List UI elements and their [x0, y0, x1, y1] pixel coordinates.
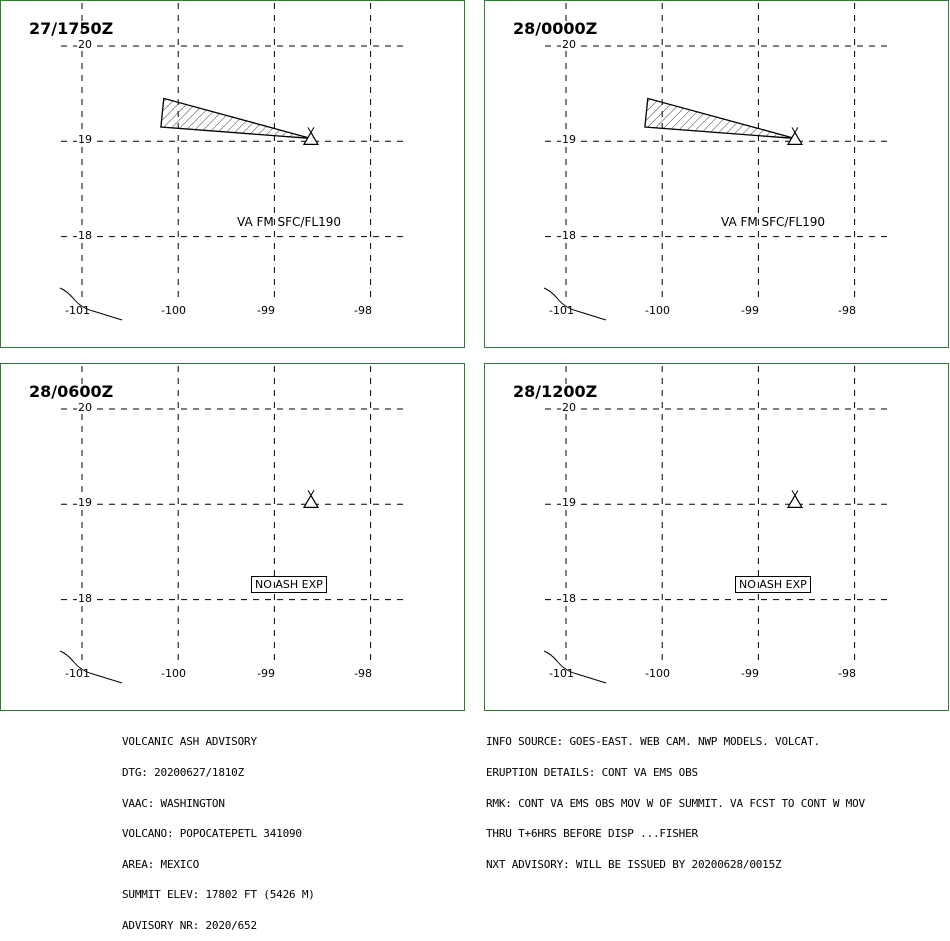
advisory-eruption-details: ERUPTION DETAILS: CONT VA EMS OBS: [486, 766, 698, 779]
lon-label-m100: -100: [161, 667, 186, 680]
lat-label-19: 19: [77, 496, 93, 509]
advisory-next: NXT ADVISORY: WILL BE ISSUED BY 20200628…: [486, 857, 782, 871]
map-canvas: [59, 366, 406, 684]
lon-label-m99: -99: [257, 667, 275, 680]
advisory-details-block: INFO SOURCE: GOES-EAST. WEB CAM. NWP MOD…: [486, 717, 865, 880]
lon-label-m100: -100: [645, 667, 670, 680]
volcano-triangle-icon: [302, 127, 320, 145]
map-panel-2: 28/0000Z 20 19 18 -101 -100 -99 -98 VA F…: [484, 0, 949, 348]
ash-height-note: VA FM SFC/FL190: [721, 215, 825, 229]
lon-label-m101: -101: [65, 667, 90, 680]
advisory-remarks-cont: THRU T+6HRS BEFORE DISP ...FISHER: [486, 827, 698, 841]
lat-label-20: 20: [561, 38, 577, 51]
panel-time-label: 28/1200Z: [513, 382, 598, 401]
lat-label-19: 19: [77, 133, 93, 146]
coastline: [59, 650, 123, 684]
map-panel-4: 28/1200Z 20 19 18 -101 -100 -99 -98 NO A…: [484, 363, 949, 711]
panel-time-label: 28/0000Z: [513, 19, 598, 38]
no-ash-expected-box: NO ASH EXP: [735, 576, 811, 593]
advisory-info-source: INFO SOURCE: GOES-EAST. WEB CAM. NWP MOD…: [486, 735, 820, 749]
lon-label-m99: -99: [741, 304, 759, 317]
lon-label-m100: -100: [645, 304, 670, 317]
coastline: [59, 287, 123, 321]
advisory-remarks: RMK: CONT VA EMS OBS MOV W OF SUMMIT. VA…: [486, 796, 865, 810]
map-panel-3: 28/0600Z 20 19 18 -101 -100 -99 -98 NO A…: [0, 363, 465, 711]
map-canvas: [59, 3, 406, 321]
map-canvas: [543, 366, 890, 684]
advisory-dtg: DTG: 20200627/1810Z: [122, 766, 245, 779]
panel-time-label: 28/0600Z: [29, 382, 114, 401]
lon-label-m101: -101: [549, 667, 574, 680]
volcano-triangle-icon: [302, 490, 320, 508]
lat-label-19: 19: [561, 133, 577, 146]
volcano-triangle-icon: [786, 127, 804, 145]
lat-label-20: 20: [77, 38, 93, 51]
advisory-number: ADVISORY NR: 2020/652: [122, 918, 257, 932]
lon-label-m98: -98: [838, 667, 856, 680]
lon-label-m99: -99: [257, 304, 275, 317]
lon-label-m98: -98: [354, 304, 372, 317]
coastline: [543, 287, 607, 321]
lat-label-18: 18: [561, 592, 577, 605]
lon-label-m98: -98: [838, 304, 856, 317]
advisory-vaac: VAAC: WASHINGTON: [122, 796, 225, 810]
ash-cloud-polygon: [644, 97, 796, 140]
lon-label-m100: -100: [161, 304, 186, 317]
advisory-header-block: VOLCANIC ASH ADVISORY DTG: 20200627/1810…: [122, 717, 315, 941]
advisory-summit-elev: SUMMIT ELEV: 17802 FT (5426 M): [122, 888, 315, 902]
coastline: [543, 650, 607, 684]
lat-label-18: 18: [77, 229, 93, 242]
volcano-triangle-icon: [786, 490, 804, 508]
ash-cloud-polygon: [160, 97, 312, 140]
lon-label-m98: -98: [354, 667, 372, 680]
lat-label-19: 19: [561, 496, 577, 509]
lon-label-m101: -101: [549, 304, 574, 317]
lat-label-20: 20: [561, 401, 577, 414]
lat-label-18: 18: [561, 229, 577, 242]
lat-label-18: 18: [77, 592, 93, 605]
advisory-area: AREA: MEXICO: [122, 857, 200, 871]
advisory-volcano: VOLCANO: POPOCATEPETL 341090: [122, 827, 302, 841]
lat-label-20: 20: [77, 401, 93, 414]
lon-label-m99: -99: [741, 667, 759, 680]
map-panel-1: 27/1750Z 20 19 18 -101 -100 -99 -98 VA F…: [0, 0, 465, 348]
advisory-title: VOLCANIC ASH ADVISORY: [122, 735, 257, 749]
no-ash-expected-box: NO ASH EXP: [251, 576, 327, 593]
ash-height-note: VA FM SFC/FL190: [237, 215, 341, 229]
lon-label-m101: -101: [65, 304, 90, 317]
panel-time-label: 27/1750Z: [29, 19, 114, 38]
map-canvas: [543, 3, 890, 321]
